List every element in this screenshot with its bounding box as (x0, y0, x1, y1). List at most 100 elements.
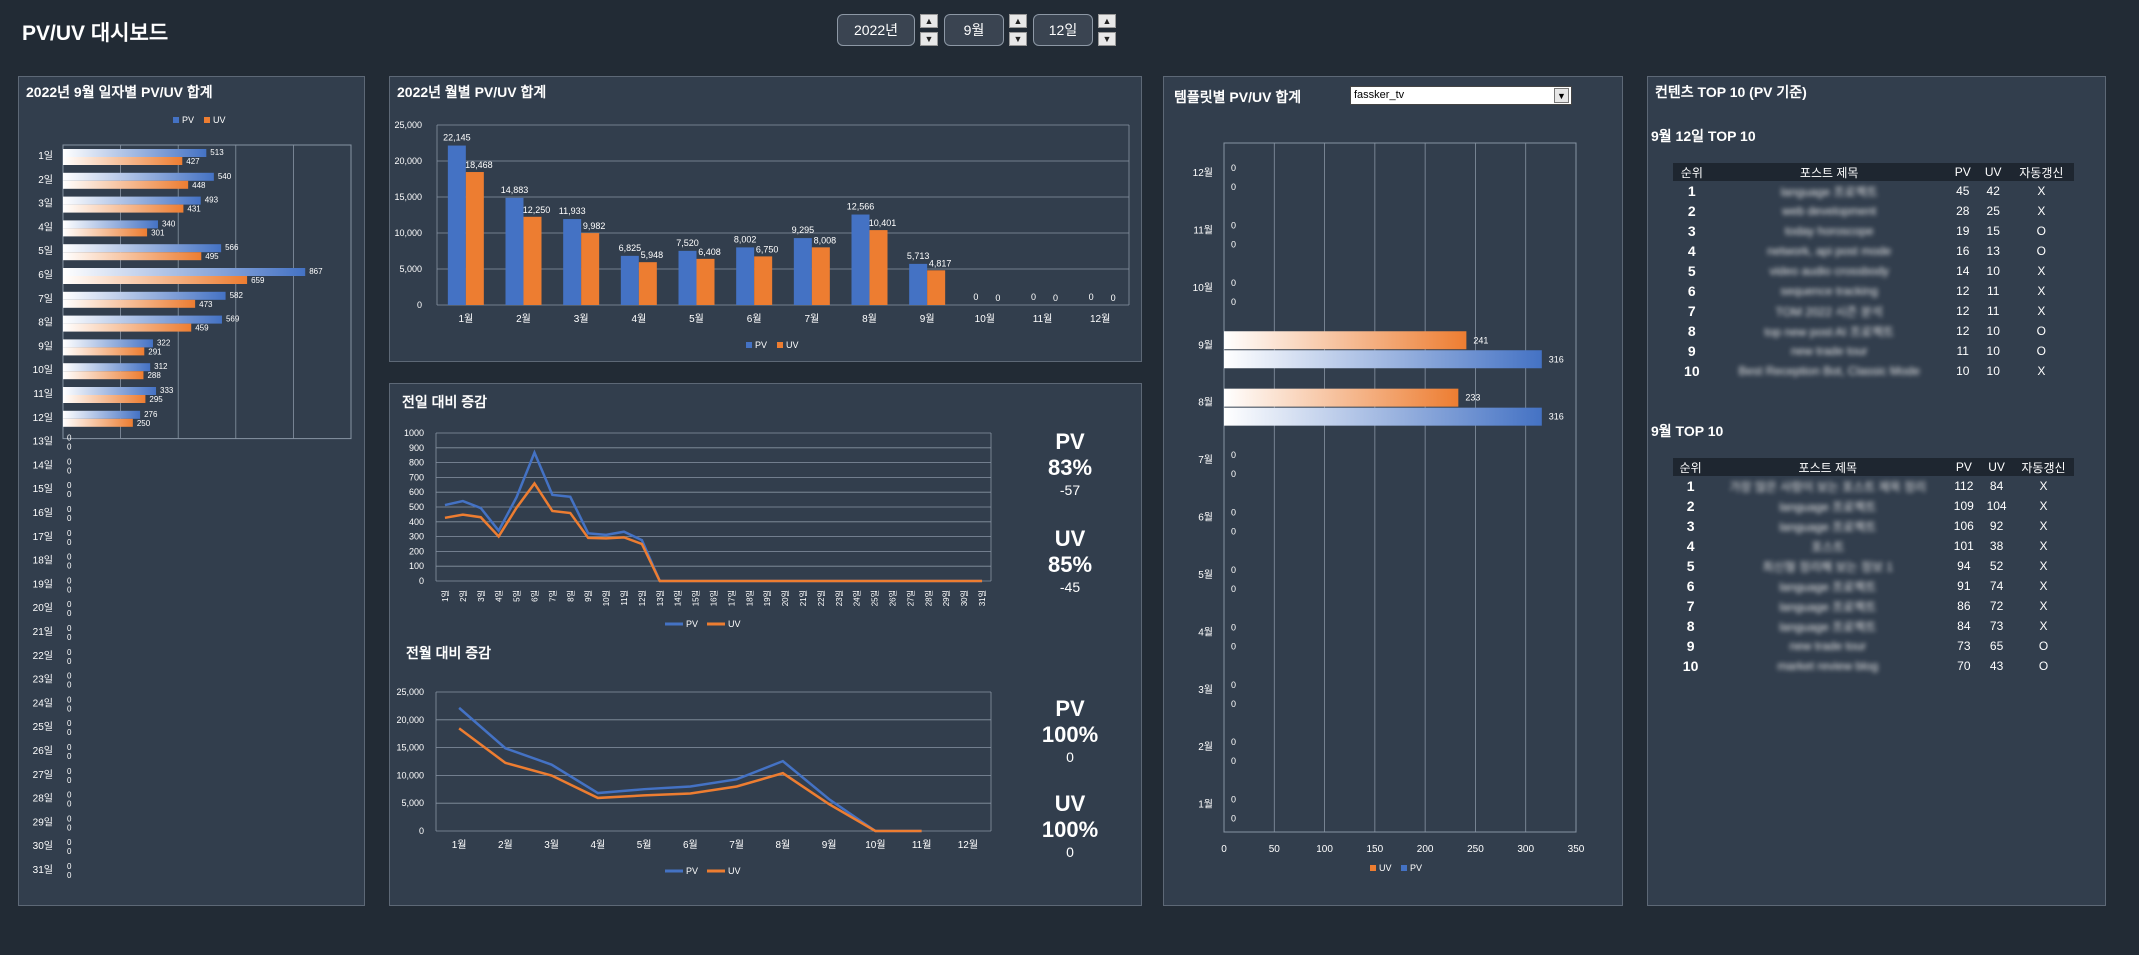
triangle-down-icon[interactable]: ▼ (1009, 32, 1027, 46)
triangle-up-icon[interactable]: ▲ (1009, 14, 1027, 28)
legend-label: PV (182, 115, 194, 125)
auto-refresh-cell: O (2038, 639, 2049, 653)
column-header: 순위 (1673, 458, 1709, 476)
table-row[interactable]: 4 포스트 101 38 X (1673, 536, 2074, 556)
table-row[interactable]: 3 today horoscope 19 15 O (1673, 221, 2074, 241)
table-row[interactable]: 7 TOM 2022 시즌 분석 12 11 X (1673, 301, 2074, 321)
uv-value-label: 288 (147, 371, 161, 380)
month-selector[interactable]: 9월 (944, 14, 1004, 46)
uv-bar (523, 216, 542, 305)
table-row[interactable]: 3 language 프로젝트 106 92 X (1673, 516, 2074, 536)
day-selector[interactable]: 12일 (1033, 14, 1093, 46)
triangle-up-icon[interactable]: ▲ (920, 14, 938, 28)
uv-value-label: 0 (1231, 220, 1236, 230)
x-tick-label: 3월 (574, 313, 589, 325)
pv-cell: 19 (1956, 224, 1970, 238)
triangle-down-icon[interactable]: ▼ (920, 32, 938, 46)
table-row[interactable]: 9 new trade tour 73 65 O (1673, 636, 2074, 656)
x-tick-label: 11일 (620, 590, 629, 606)
template-select-value: fassker_tv (1354, 89, 1405, 101)
x-tick-label: 100 (1316, 844, 1333, 855)
x-tick-label: 6월 (747, 313, 762, 325)
post-title-cell[interactable]: sequence tracking (1780, 284, 1878, 298)
template-select[interactable]: fassker_tv ▼ (1350, 86, 1572, 105)
pv-value-label: 513 (210, 148, 224, 157)
pv-value-label: 312 (154, 362, 168, 371)
table-row[interactable]: 5 video audio crossbody 14 10 X (1673, 261, 2074, 281)
pv-value-label: 14,883 (501, 185, 529, 195)
post-title-cell[interactable]: 가장 많은 사람이 보는 포스트 제목 정리 (1729, 479, 1927, 494)
day-top-table: 순위 포스트 제목 PV UV 자동갱신 1 language 프로젝트 45 42 X… (1673, 163, 2074, 381)
table-row[interactable]: 2 language 프로젝트 109 104 X (1673, 496, 2074, 516)
post-title-cell[interactable]: TOM 2022 시즌 분석 (1775, 304, 1883, 319)
uv-value-label: 233 (1465, 393, 1480, 403)
pv-line (444, 449, 983, 583)
pv-bar (851, 214, 870, 305)
table-row[interactable]: 8 language 프로젝트 84 73 X (1673, 616, 2074, 636)
triangle-up-icon[interactable]: ▲ (1098, 14, 1116, 28)
pv-cell: 12 (1956, 284, 1970, 298)
pv-bar (620, 255, 639, 305)
post-title-cell[interactable]: video audio crossbody (1769, 264, 1889, 278)
post-title-cell[interactable]: language 프로젝트 (1779, 599, 1877, 614)
uv-cell: 104 (1986, 499, 2007, 513)
x-tick-label: 7월 (804, 313, 819, 325)
pv-value-label: 540 (218, 172, 232, 181)
table-row[interactable]: 6 sequence tracking 12 11 X (1673, 281, 2074, 301)
post-title-cell[interactable]: top new post AI 프로젝트 (1764, 324, 1894, 339)
post-title-cell[interactable]: Best Reception Bot, Classic Mode (1738, 364, 1920, 378)
post-title-cell[interactable]: language 프로젝트 (1779, 519, 1877, 534)
growth-daily-title: 전일 대비 증감 (402, 394, 488, 410)
pv-value-label: 7,520 (676, 238, 699, 248)
post-title-cell[interactable]: network, api post mode (1767, 244, 1892, 258)
table-row[interactable]: 9 new trade tour 11 10 O (1673, 341, 2074, 361)
x-tick-label: 29일 (942, 590, 951, 606)
table-row[interactable]: 4 network, api post mode 16 13 O (1673, 241, 2074, 261)
post-title-cell[interactable]: 최신형 정리해 보는 정보 1 (1762, 559, 1894, 574)
year-spinner[interactable]: ▲ ▼ (920, 14, 938, 46)
table-row[interactable]: 8 top new post AI 프로젝트 12 10 O (1673, 321, 2074, 341)
kpi-diff: -45 (1059, 579, 1081, 595)
post-title-cell[interactable]: language 프로젝트 (1779, 579, 1877, 594)
chevron-down-icon[interactable]: ▼ (1554, 88, 1569, 103)
x-tick-label: 1일 (441, 590, 450, 602)
table-row[interactable]: 1 language 프로젝트 45 42 X (1673, 181, 2074, 201)
uv-value-label: 6,750 (756, 244, 779, 254)
uv-bar (465, 172, 484, 305)
pv-value-label: 5,713 (907, 251, 930, 261)
table-row[interactable]: 5 최신형 정리해 보는 정보 1 94 52 X (1673, 556, 2074, 576)
month-spinner[interactable]: ▲ ▼ (1009, 14, 1027, 46)
x-tick-label: 0 (1221, 844, 1227, 855)
triangle-down-icon[interactable]: ▼ (1098, 32, 1116, 46)
template-panel: 템플릿별 PV/UV 합계 0 50 100 150 200 250 300 350 12월 0 0… (1163, 76, 1623, 906)
year-selector[interactable]: 2022년 (837, 14, 915, 46)
table-row[interactable]: 10 market review blog 70 43 O (1673, 656, 2074, 676)
template-panel-title: 템플릿별 PV/UV 합계 (1174, 89, 1302, 105)
day-axis-label: 20일 (33, 602, 53, 614)
post-title-cell[interactable]: new trade tour (1789, 639, 1867, 653)
month-axis-label: 8월 (1198, 397, 1213, 409)
post-title-cell[interactable]: language 프로젝트 (1779, 499, 1877, 514)
growth-line-charts: 0 100 200 300 400 500 600 700 800 900 1000 1일 2일 3일 4일… (396, 428, 992, 876)
uv-value-label: 0 (67, 633, 72, 642)
post-title-cell[interactable]: market review blog (1777, 659, 1879, 673)
table-row[interactable]: 6 language 프로젝트 91 74 X (1673, 576, 2074, 596)
uv-bar (63, 323, 192, 332)
table-row[interactable]: 1 가장 많은 사람이 보는 포스트 제목 정리 112 84 X (1673, 476, 2074, 496)
x-tick-label: 8월 (862, 313, 877, 325)
uv-cell: 38 (1989, 539, 2004, 553)
post-title-cell[interactable]: 포스트 (1811, 539, 1845, 554)
day-axis-label: 26일 (33, 745, 53, 757)
day-spinner[interactable]: ▲ ▼ (1098, 14, 1116, 46)
post-title-cell[interactable]: language 프로젝트 (1780, 184, 1878, 199)
table-row[interactable]: 7 language 프로젝트 86 72 X (1673, 596, 2074, 616)
post-title-cell[interactable]: language 프로젝트 (1779, 619, 1877, 634)
post-title-cell[interactable]: new trade tour (1790, 344, 1868, 358)
day-axis-label: 3일 (38, 198, 53, 210)
column-header: PV (1947, 458, 1981, 476)
table-row[interactable]: 2 web development 28 25 X (1673, 201, 2074, 221)
post-title-cell[interactable]: web development (1782, 204, 1877, 218)
post-title-cell[interactable]: today horoscope (1784, 224, 1874, 238)
table-row[interactable]: 10 Best Reception Bot, Classic Mode 10 10 X (1673, 361, 2074, 381)
uv-value-label: 10,401 (869, 218, 897, 228)
